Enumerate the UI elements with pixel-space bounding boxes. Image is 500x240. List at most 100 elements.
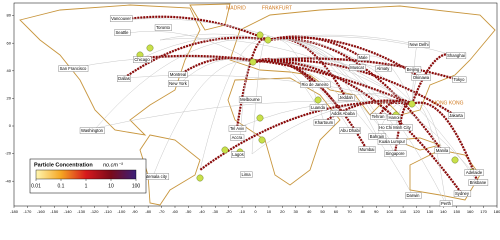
- city-name: Hanoi: [389, 115, 400, 120]
- city-label: New York: [167, 80, 189, 87]
- x-tick-label: 140: [440, 209, 447, 214]
- x-tick-label: -80: [145, 209, 152, 214]
- city-label: Melbourne: [238, 96, 262, 103]
- city-label: Darwin: [405, 192, 422, 199]
- city-label: Lima: [240, 171, 253, 178]
- city-box: [330, 110, 357, 117]
- colorbar: Particle Concentration no.cm⁻³ 0.01 0.1 1 1…: [29, 158, 147, 194]
- city-name: Tehran: [372, 114, 385, 119]
- city-label: Tehran: [370, 113, 387, 120]
- city-label: Dallas: [117, 75, 131, 82]
- city-box: [349, 64, 366, 71]
- city-name: Guatemala city: [139, 174, 168, 179]
- x-tick-label: 90: [374, 209, 379, 214]
- city-label: Jakarta: [447, 112, 465, 119]
- x-tick-label: -110: [104, 209, 112, 214]
- city-label: Tokyo: [452, 76, 467, 83]
- city-name: Mumbai: [360, 147, 375, 152]
- city-box: [58, 65, 89, 72]
- city-label: Chicago: [133, 56, 152, 63]
- city-name: Almaty: [377, 66, 391, 71]
- city-label: Accra: [230, 134, 245, 141]
- city-box: [370, 113, 387, 120]
- city-box: [168, 71, 188, 78]
- city-box: [117, 75, 131, 82]
- city-labels: MADRID FRANKFURT HONG KONG Vancouver Seattle…: [58, 5, 489, 207]
- hub-marker: [221, 146, 229, 154]
- city-label: Addis Ababa: [330, 110, 357, 117]
- city-box: [154, 24, 172, 31]
- city-label: Beijing: [405, 66, 422, 73]
- city-name: Lagos: [232, 152, 243, 157]
- city-label: Jeddah: [337, 94, 355, 101]
- city-name: Tel Aviv: [230, 126, 245, 131]
- measured-route: [411, 101, 480, 184]
- city-label: Lagos: [231, 151, 245, 158]
- x-tick-label: 180: [494, 209, 500, 214]
- route: [252, 60, 414, 197]
- city-label: Khartoum: [313, 119, 335, 126]
- city-name: Darwin: [406, 193, 420, 198]
- city-box: [453, 190, 472, 197]
- colorbar-tick-label: 10: [108, 183, 114, 189]
- city-name: Kuala Lumpur: [379, 139, 406, 144]
- route: [199, 38, 269, 171]
- city-box: [387, 114, 401, 121]
- city-name: Vancouver: [111, 16, 131, 21]
- city-box: [411, 74, 431, 81]
- x-tick-label: -50: [186, 209, 193, 214]
- x-tick-label: -140: [64, 209, 73, 214]
- y-tick-label: 0: [9, 123, 12, 128]
- city-label: Sydney: [453, 190, 472, 197]
- city-name: Beijing: [407, 67, 420, 72]
- city-box: [464, 169, 484, 176]
- flight-map: -180 -170 -160 -150 -140 -130 -120 -110 -100 -90-…: [5, 2, 500, 214]
- city-name: Ho Chi Minh City: [379, 125, 411, 130]
- x-tick-label: 60: [334, 209, 339, 214]
- city-name: Muscat: [350, 65, 364, 70]
- x-tick-label: -180: [10, 209, 19, 214]
- hub-marker: [314, 96, 322, 104]
- hub-marker: [408, 100, 416, 108]
- x-tick-label: -150: [50, 209, 59, 214]
- route: [159, 33, 269, 41]
- city-box: [240, 171, 253, 178]
- city-label: Almaty: [375, 65, 392, 72]
- y-tick-label: 60: [7, 40, 12, 45]
- colorbar-ramp: [35, 169, 137, 180]
- city-name: Singapore: [385, 151, 405, 156]
- x-tick-label: 80: [361, 209, 366, 214]
- city-box: [309, 104, 327, 111]
- city-box: [79, 127, 105, 134]
- city-label: Muscat: [349, 64, 366, 71]
- hub-marker: [451, 156, 459, 164]
- colorbar-tick-label: 1: [85, 183, 88, 189]
- x-tick-label: 20: [280, 209, 285, 214]
- y-tick-label: 80: [7, 13, 12, 18]
- city-name: Khartoum: [315, 120, 334, 125]
- city-name: Luanda: [311, 105, 326, 110]
- city-name: Manila: [436, 148, 449, 153]
- city-box: [405, 66, 422, 73]
- city-label: Seattle: [114, 29, 131, 36]
- city-box: [337, 94, 355, 101]
- city-name: Montreal: [170, 72, 186, 77]
- city-label: Adelaide: [464, 169, 484, 176]
- x-tick-label: -90: [132, 209, 139, 214]
- colorbar-tick-label: 100: [132, 183, 141, 189]
- x-tick-label: 30: [294, 209, 299, 214]
- city-name: Jeddah: [339, 95, 353, 100]
- city-box: [405, 192, 422, 199]
- city-label: New Delhi: [408, 41, 430, 48]
- city-label: Brisbane: [468, 179, 489, 186]
- measured-route: [120, 15, 269, 42]
- colorbar-ticks: 0.01 0.1 1 10 100: [31, 179, 140, 189]
- route: [121, 31, 254, 63]
- city-box: [445, 52, 467, 59]
- x-tick-label: -20: [226, 209, 233, 214]
- city-box: [468, 179, 489, 186]
- city-label: Okinawa: [411, 74, 431, 81]
- city-name: Addis Ababa: [331, 111, 355, 116]
- x-tick-label: -100: [117, 209, 126, 214]
- hub-label: FRANKFURT: [262, 5, 292, 11]
